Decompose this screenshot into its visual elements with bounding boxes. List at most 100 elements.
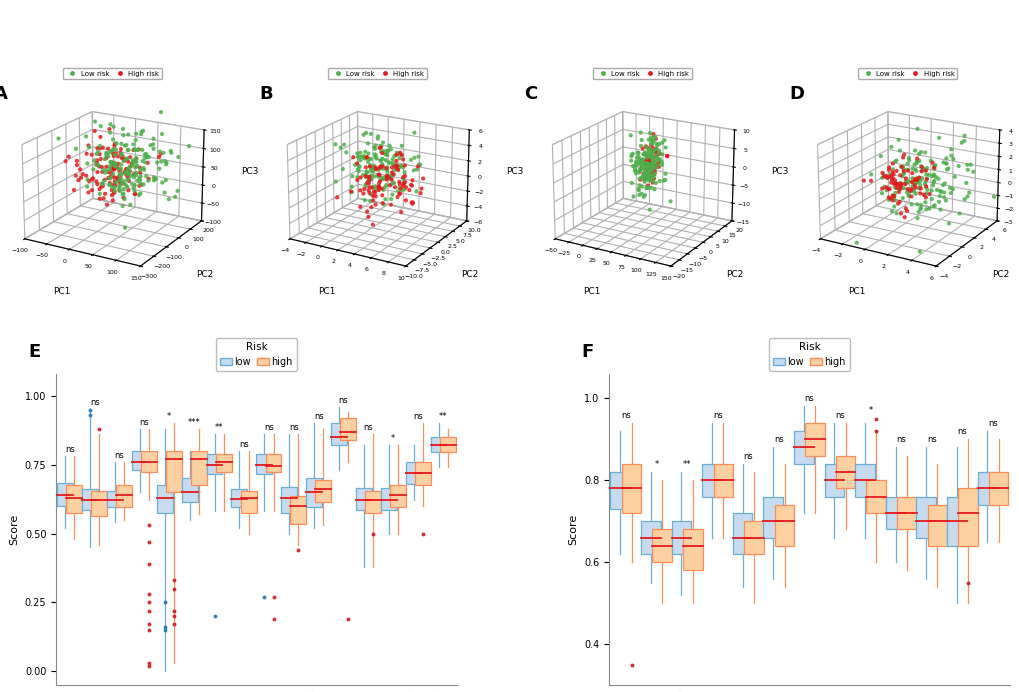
Text: ns: ns [957, 427, 966, 436]
Bar [157, 485, 172, 513]
Bar [640, 521, 660, 554]
Text: ns: ns [773, 435, 783, 444]
Text: ns: ns [413, 412, 423, 421]
Text: *: * [167, 412, 171, 421]
Bar [701, 464, 721, 497]
Text: C: C [524, 85, 537, 103]
Text: ns: ns [314, 412, 323, 421]
Bar [66, 485, 83, 513]
X-axis label: PC1: PC1 [318, 287, 335, 296]
Bar [256, 453, 272, 474]
Bar [340, 418, 356, 440]
Legend: Low risk, High risk: Low risk, High risk [592, 68, 692, 80]
Legend: Low risk, High risk: Low risk, High risk [857, 68, 957, 80]
Bar [315, 480, 331, 502]
Bar [762, 497, 783, 538]
Text: ns: ns [140, 417, 149, 426]
Text: ns: ns [743, 452, 752, 461]
Text: ns: ns [926, 435, 935, 444]
Text: ns: ns [90, 399, 100, 408]
Y-axis label: PC2: PC2 [461, 271, 478, 280]
Bar [854, 464, 874, 497]
Bar [290, 496, 306, 524]
Bar [240, 491, 257, 513]
Bar [805, 423, 824, 455]
Bar [306, 478, 322, 507]
Y-axis label: PC2: PC2 [196, 271, 213, 280]
Text: *: * [391, 434, 395, 443]
Bar [884, 497, 905, 529]
Text: ns: ns [835, 410, 844, 419]
Bar [957, 489, 977, 546]
Bar [82, 489, 98, 510]
Y-axis label: PC2: PC2 [990, 271, 1008, 280]
Bar [866, 480, 886, 513]
Text: ns: ns [264, 423, 273, 432]
Legend: Low risk, High risk: Low risk, High risk [62, 68, 162, 80]
Bar [987, 472, 1008, 504]
Text: D: D [789, 85, 804, 103]
Y-axis label: PC2: PC2 [726, 271, 743, 280]
Bar [976, 472, 997, 504]
Bar [166, 451, 181, 492]
Bar [430, 437, 446, 452]
Bar [415, 462, 430, 485]
Bar [356, 488, 372, 510]
Bar [622, 464, 641, 513]
Text: ns: ns [896, 435, 905, 444]
Bar [732, 513, 752, 554]
Bar [793, 431, 813, 464]
Bar [713, 464, 733, 497]
Text: ns: ns [621, 410, 630, 419]
Bar [141, 451, 157, 471]
Bar [281, 486, 297, 513]
Bar [439, 437, 455, 452]
Bar [896, 497, 916, 529]
Text: F: F [581, 343, 593, 361]
Bar [774, 504, 794, 546]
Bar [652, 529, 672, 562]
Text: **: ** [215, 423, 223, 432]
Text: *: * [654, 459, 658, 468]
Bar [191, 451, 207, 485]
Text: ***: *** [187, 417, 201, 426]
Bar [265, 453, 281, 471]
X-axis label: PC1: PC1 [53, 287, 70, 296]
Text: ns: ns [65, 445, 74, 454]
Text: ns: ns [804, 394, 813, 403]
Text: ns: ns [712, 410, 721, 419]
Text: B: B [259, 85, 272, 103]
X-axis label: PC1: PC1 [848, 287, 865, 296]
Bar [92, 491, 107, 516]
X-axis label: PC1: PC1 [583, 287, 600, 296]
Bar [406, 462, 421, 484]
Legend: low, high: low, high [216, 338, 297, 371]
Bar [57, 482, 73, 506]
Bar [926, 504, 947, 546]
Bar [365, 491, 381, 513]
Text: ns: ns [363, 423, 373, 432]
Text: ns: ns [238, 439, 249, 448]
Bar [216, 453, 231, 471]
Legend: low, high: low, high [768, 338, 849, 371]
Bar [116, 485, 132, 507]
Y-axis label: Score: Score [9, 513, 19, 545]
Bar [107, 491, 123, 507]
Text: ns: ns [288, 423, 299, 432]
Bar [131, 451, 148, 470]
Text: **: ** [682, 459, 691, 468]
Bar [389, 485, 406, 507]
Bar [609, 472, 630, 509]
Bar [836, 455, 855, 489]
Bar [671, 521, 691, 554]
Text: ns: ns [987, 419, 997, 428]
Y-axis label: Score: Score [568, 513, 578, 545]
Legend: Low risk, High risk: Low risk, High risk [327, 68, 427, 80]
Text: A: A [0, 85, 8, 103]
Bar [331, 424, 346, 446]
Bar [231, 489, 248, 507]
Bar [823, 464, 844, 497]
Text: *: * [867, 406, 872, 415]
Bar [946, 497, 966, 546]
Text: ns: ns [114, 450, 124, 459]
